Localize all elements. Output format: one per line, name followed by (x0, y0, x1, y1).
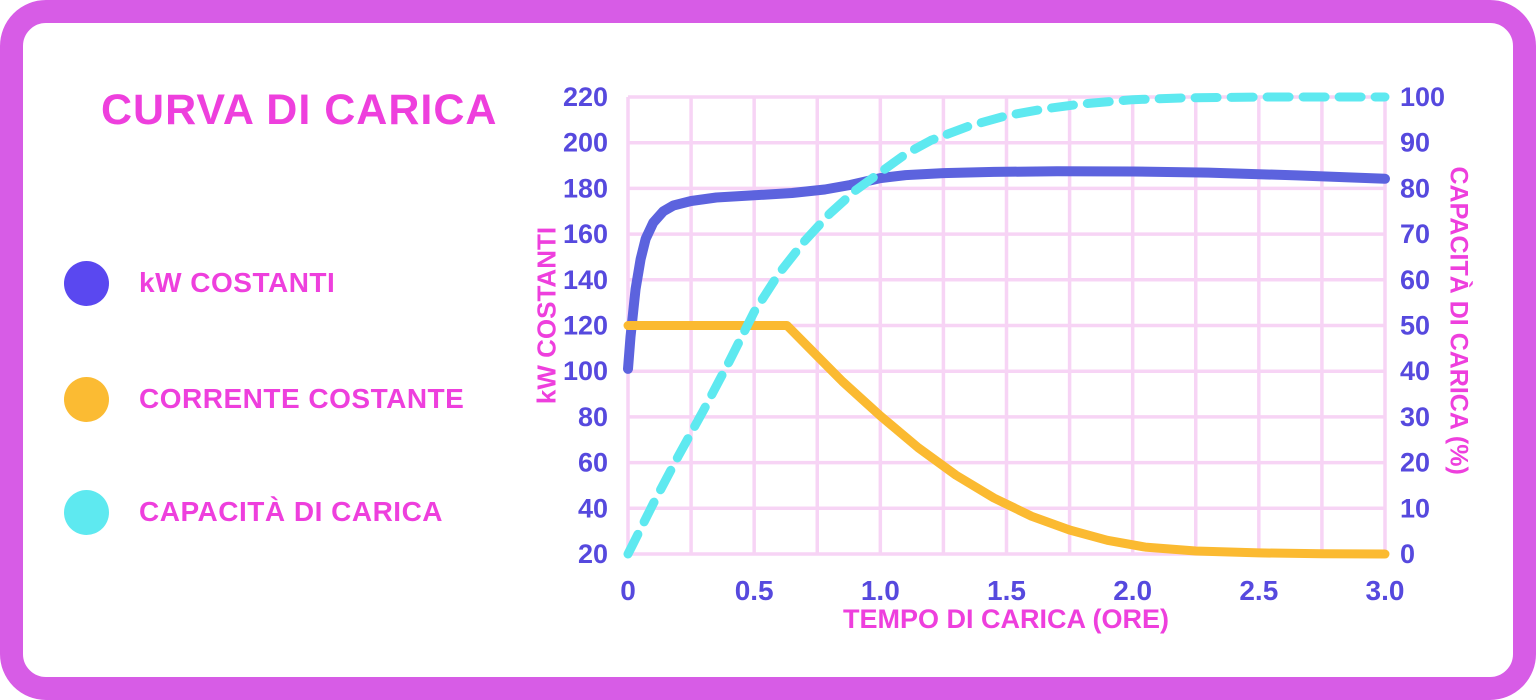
y-right-tick-label: 90 (1400, 128, 1430, 158)
y-left-tick-label: 220 (563, 82, 608, 112)
y-right-tick-label: 10 (1400, 493, 1430, 523)
y-right-tick-label: 60 (1400, 265, 1430, 295)
y-left-tick-label: 120 (563, 311, 608, 341)
series-line (623, 166, 1390, 374)
y-left-tick-label: 80 (578, 402, 608, 432)
x-tick-label: 0.5 (735, 575, 774, 606)
series-line (623, 92, 1390, 559)
legend-item-kw-costanti: kW COSTANTI (64, 260, 335, 306)
legend-item-capacita-di-carica: CAPACITÀ DI CARICA (64, 489, 443, 535)
x-tick-label: 3.0 (1366, 575, 1405, 606)
legend-dot-capacita-di-carica-icon (64, 489, 109, 535)
y-left-tick-label: 60 (578, 448, 608, 478)
y-left-tick-label: 140 (563, 265, 608, 295)
x-tick-label: 2.5 (1239, 575, 1278, 606)
legend-label: CORRENTE COSTANTE (139, 383, 465, 414)
y-right-tick-label: 40 (1400, 356, 1430, 386)
y-right-tick-label: 30 (1400, 402, 1430, 432)
legend-dot-kw-costanti-icon (64, 260, 109, 306)
y-right-tick-label: 70 (1400, 219, 1430, 249)
chart-title: CURVA DI CARICA (101, 86, 498, 134)
y-right-tick-label: 100 (1400, 82, 1445, 112)
x-tick-label: 2.0 (1113, 575, 1152, 606)
x-tick-label: 1.5 (987, 575, 1026, 606)
y-right-tick-label: 50 (1400, 311, 1430, 341)
y-left-tick-label: 40 (578, 493, 608, 523)
legend-label: CAPACITÀ DI CARICA (139, 496, 444, 527)
y-left-tick-label: 100 (563, 356, 608, 386)
legend-label: kW COSTANTI (139, 267, 336, 298)
series-line (623, 321, 1390, 559)
x-tick-label: 0 (620, 575, 636, 606)
x-axis-title: TEMPO DI CARICA (ORE) (843, 604, 1169, 634)
y-left-tick-label: 160 (563, 219, 608, 249)
y-right-tick-label: 0 (1400, 539, 1415, 569)
y-left-tick-label: 20 (578, 539, 608, 569)
y-right-tick-label: 80 (1400, 173, 1430, 203)
x-tick-label: 1.0 (861, 575, 900, 606)
y-right-tick-label: 20 (1400, 448, 1430, 478)
y-left-tick-label: 180 (563, 173, 608, 203)
y-left-tick-label: 200 (563, 128, 608, 158)
tick-labels: 2202001801601401201008060402010090807060… (563, 82, 1445, 606)
legend-dot-corrente-costante-icon (64, 376, 109, 422)
legend-item-corrente-costante: CORRENTE COSTANTE (64, 376, 464, 422)
